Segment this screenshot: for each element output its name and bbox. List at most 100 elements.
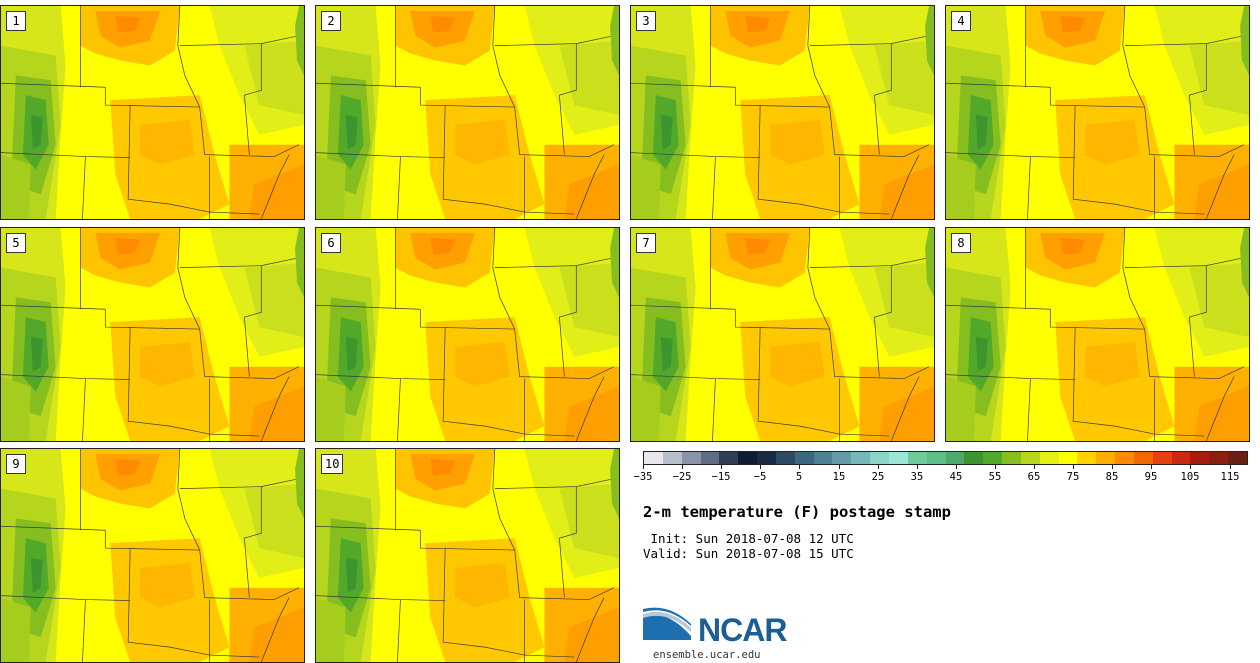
colorbar-cell	[794, 452, 814, 464]
colorbar-tick-label: 45	[949, 471, 963, 483]
temperature-map	[631, 6, 934, 219]
colorbar-cell	[1228, 452, 1247, 464]
colorbar-tick-label: 65	[1027, 471, 1041, 483]
colorbar-tick	[760, 465, 761, 469]
colorbar-cell	[1133, 452, 1153, 464]
colorbar-tick-label: −35	[633, 471, 653, 483]
colorbar-cell	[888, 452, 908, 464]
colorbar-tick-label: 15	[832, 471, 846, 483]
stamp-panel-10: 10	[315, 448, 620, 663]
colorbar-tick-label: −5	[753, 471, 767, 483]
colorbar-tick	[682, 465, 683, 469]
colorbar-tick-label: 75	[1066, 471, 1080, 483]
colorbar-cell	[832, 452, 852, 464]
colorbar-tick-label: 95	[1144, 471, 1158, 483]
colorbar-tick-label: 35	[910, 471, 924, 483]
colorbar-cell	[945, 452, 965, 464]
colorbar-cell	[926, 452, 946, 464]
temperature-map	[1, 228, 304, 441]
colorbar-cell	[1039, 452, 1059, 464]
colorbar-cell	[964, 452, 984, 464]
stamp-panel-7: 7	[630, 227, 935, 442]
temperature-map	[946, 228, 1249, 441]
colorbar-cell	[851, 452, 871, 464]
colorbar-cell	[813, 452, 833, 464]
colorbar-tick	[1073, 465, 1074, 469]
stamp-number-label: 5	[6, 233, 26, 253]
colorbar-cell	[644, 452, 663, 464]
stamp-number-label: 4	[951, 11, 971, 31]
colorbar-tick	[721, 465, 722, 469]
colorbar-cell	[1020, 452, 1040, 464]
colorbar-tick	[1034, 465, 1035, 469]
colorbar-tick-label: 115	[1220, 471, 1240, 483]
colorbar-cell	[983, 452, 1003, 464]
temperature-colorbar	[643, 451, 1248, 465]
colorbar-tick	[1112, 465, 1113, 469]
colorbar-cell	[719, 452, 739, 464]
colorbar-tick	[1151, 465, 1152, 469]
temperature-map	[316, 449, 619, 662]
stamp-number-label: 1	[6, 11, 26, 31]
stamp-number-label: 10	[321, 454, 344, 474]
colorbar-tick-label: 105	[1180, 471, 1200, 483]
stamp-panel-5: 5	[0, 227, 305, 442]
stamp-number-label: 3	[636, 11, 656, 31]
colorbar-cell	[700, 452, 720, 464]
temperature-map	[1, 449, 304, 662]
init-time: Init: Sun 2018-07-08 12 UTC	[643, 531, 854, 546]
stamp-panel-3: 3	[630, 5, 935, 220]
stamp-panel-1: 1	[0, 5, 305, 220]
stamp-panel-4: 4	[945, 5, 1250, 220]
colorbar-cell	[870, 452, 889, 464]
colorbar-tick	[878, 465, 879, 469]
colorbar-cell	[1058, 452, 1078, 464]
temperature-map	[1, 6, 304, 219]
colorbar-tick-label: −15	[711, 471, 731, 483]
colorbar-cell	[1002, 452, 1021, 464]
colorbar-cell	[662, 452, 682, 464]
colorbar-cell	[757, 452, 776, 464]
colorbar-tick	[956, 465, 957, 469]
stamp-number-label: 2	[321, 11, 341, 31]
colorbar-tick	[839, 465, 840, 469]
stamp-panel-2: 2	[315, 5, 620, 220]
stamp-panel-9: 9	[0, 448, 305, 663]
colorbar-cell	[738, 452, 758, 464]
colorbar-tick-label: −25	[672, 471, 692, 483]
temperature-map	[316, 6, 619, 219]
colorbar-tick-label: 25	[871, 471, 885, 483]
stamp-panel-8: 8	[945, 227, 1250, 442]
colorbar-cell	[1190, 452, 1210, 464]
stamp-number-label: 7	[636, 233, 656, 253]
ncar-logo-icon	[643, 607, 691, 640]
colorbar-cell	[1077, 452, 1097, 464]
colorbar-cell	[775, 452, 795, 464]
colorbar-cell	[1171, 452, 1191, 464]
temperature-map	[946, 6, 1249, 219]
stamp-number-label: 9	[6, 454, 26, 474]
temperature-map	[316, 228, 619, 441]
colorbar-tick	[1190, 465, 1191, 469]
colorbar-cell	[681, 452, 701, 464]
colorbar-tick	[995, 465, 996, 469]
colorbar-tick-label: 55	[988, 471, 1002, 483]
page-title: 2-m temperature (F) postage stamp	[643, 503, 951, 521]
colorbar-cell	[1096, 452, 1116, 464]
temperature-map	[631, 228, 934, 441]
ensemble-url: ensemble.ucar.edu	[653, 649, 761, 661]
colorbar-cell	[1152, 452, 1172, 464]
colorbar-tick-label: 5	[795, 471, 803, 483]
colorbar-tick-label: 85	[1105, 471, 1119, 483]
valid-time: Valid: Sun 2018-07-08 15 UTC	[643, 546, 854, 561]
colorbar-cell	[1209, 452, 1229, 464]
colorbar-ticks: −35 −25 −15 −5 5 15 25 35 45 55 65 75 85 95 105 115	[634, 465, 1248, 485]
colorbar-tick	[917, 465, 918, 469]
ncar-wordmark: NCAR	[698, 612, 787, 648]
colorbar-tick	[643, 465, 644, 469]
colorbar-cell	[907, 452, 927, 464]
stamp-number-label: 6	[321, 233, 341, 253]
colorbar-tick	[1230, 465, 1231, 469]
stamp-number-label: 8	[951, 233, 971, 253]
stamp-panel-6: 6	[315, 227, 620, 442]
